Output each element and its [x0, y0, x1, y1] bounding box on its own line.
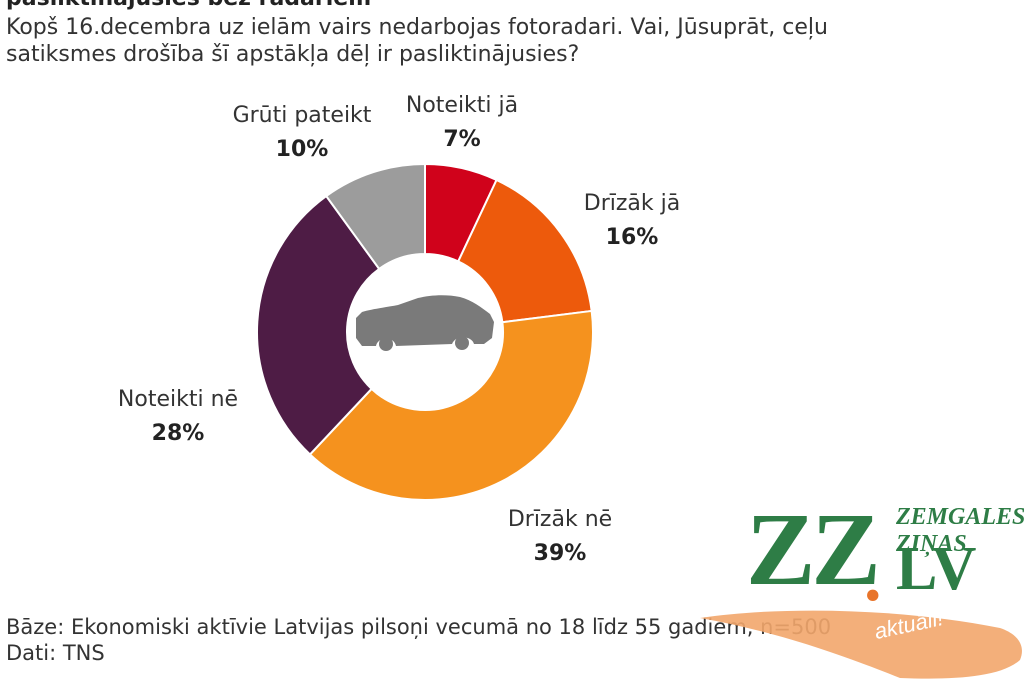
slice-5	[324, 162, 426, 271]
car-icon	[356, 295, 494, 351]
base-note: Bāze: Ekonomiski aktīvie Latvijas pilsoņ…	[6, 615, 832, 639]
slice-label-4: Noteikti nē	[118, 387, 238, 412]
survey-question: Kopš 16.decembra uz ielām vairs nedarboj…	[6, 14, 966, 68]
slice-value-2: 16%	[606, 225, 659, 250]
page-title: pasliktinājusies bez radariem	[6, 0, 371, 11]
logo-zz: ZZ	[746, 492, 881, 607]
logo-zinas: ZEMGALES ZIŅAS	[896, 504, 1024, 557]
slice-value-5: 10%	[276, 137, 329, 162]
slice-label-2: Drīzāk jā	[584, 191, 680, 216]
slice-label-1: Noteikti jā	[406, 93, 518, 118]
chart-slices	[256, 162, 594, 501]
question-line-2: satiksmes drošība šī apstākļa dēļ ir pas…	[6, 42, 580, 67]
slice-label-3: Drīzāk nē	[508, 507, 612, 532]
slice-2	[456, 178, 593, 324]
logo-lv: LV	[896, 535, 977, 603]
slice-value-3: 39%	[534, 541, 587, 566]
footer: Bāze: Ekonomiski aktīvie Latvijas pilsoņ…	[6, 614, 831, 666]
slice-label-5: Grūti pateikt	[233, 103, 372, 128]
slice-4	[256, 194, 381, 456]
slice-value-4: 28%	[152, 421, 205, 446]
logo-dot: .	[864, 539, 882, 616]
slice-3	[308, 309, 594, 501]
slice-value-1: 7%	[443, 127, 480, 152]
zz-logo[interactable]: ZZ ZEMGALES ZIŅAS . LV aktuāli!	[700, 492, 1024, 679]
logo-swoosh	[700, 610, 1022, 679]
source-note: Dati: TNS	[6, 641, 105, 665]
question-line-1: Kopš 16.decembra uz ielām vairs nedarboj…	[6, 15, 828, 40]
chart-labels: Noteikti jā 7% Drīzāk jā 16% Drīzāk nē 39% Not…	[118, 93, 680, 566]
